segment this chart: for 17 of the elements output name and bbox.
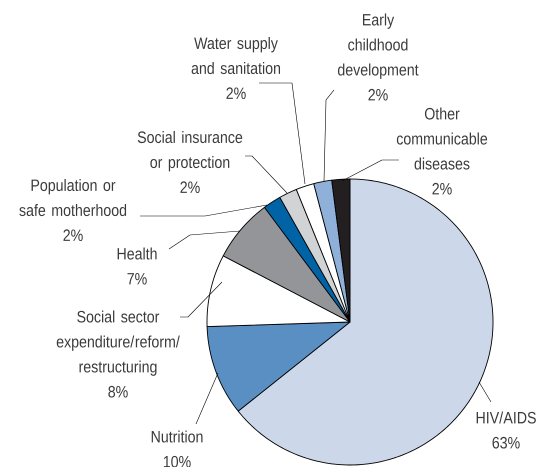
data-label: 7%	[127, 272, 147, 285]
slice-label: Nutrition	[152, 430, 202, 443]
slice-label: Other communicable diseases	[396, 107, 488, 170]
data-label: 2%	[432, 182, 452, 195]
slice-label: Social insurance or protection	[138, 130, 242, 172]
slice-label: Health	[118, 247, 157, 260]
slice-label: Water supply and sanitation	[192, 36, 280, 74]
data-label: 63%	[492, 436, 520, 449]
data-label: 2%	[180, 181, 200, 194]
data-label: 8%	[108, 386, 128, 398]
slice-label: HIV/AIDS	[476, 411, 536, 424]
data-label: 2%	[226, 87, 246, 100]
slice-label: Population or safe motherhood	[19, 178, 126, 216]
slice-label: Social sector expenditure/reform/restructuring	[56, 310, 180, 376]
slice-label: Early childhood development	[338, 13, 419, 79]
data-label: 2%	[368, 88, 388, 101]
data-label: 2%	[63, 229, 83, 242]
